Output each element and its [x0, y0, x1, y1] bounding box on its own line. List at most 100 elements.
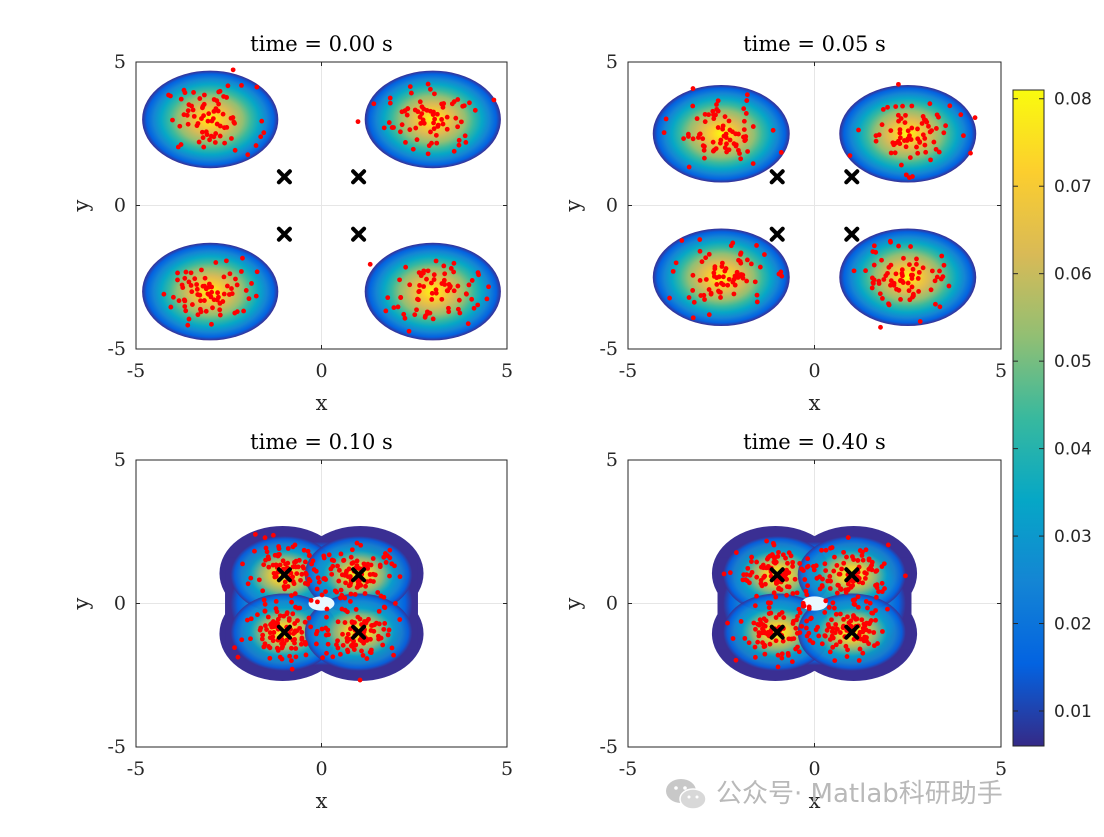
particle-point: [796, 649, 802, 655]
particle-point: [241, 308, 247, 314]
particle-point: [714, 282, 720, 287]
particle-point: [879, 580, 885, 586]
particle-point: [860, 557, 866, 563]
particle-point: [428, 129, 433, 135]
particle-point: [910, 266, 916, 272]
particle-point: [691, 299, 697, 305]
particle-point: [252, 548, 257, 554]
particle-point: [757, 264, 763, 270]
particle-point: [803, 625, 809, 631]
particle-point: [855, 558, 861, 563]
particle-point: [915, 276, 921, 281]
particle-point: [298, 577, 303, 583]
particle-point: [405, 106, 411, 112]
subplot-title: time = 0.00 s: [250, 32, 393, 56]
particle-point: [340, 642, 346, 648]
particle-point: [727, 570, 733, 576]
particle-point: [790, 564, 796, 569]
particle-point: [432, 116, 438, 122]
particle-point: [768, 610, 774, 616]
particle-point: [350, 642, 355, 648]
x-marker: [769, 169, 785, 185]
particle-point: [903, 144, 909, 150]
particle-point: [293, 646, 299, 651]
particle-point: [439, 117, 445, 122]
particle-point: [258, 625, 264, 631]
particle-point: [232, 147, 238, 153]
particle-point: [345, 609, 350, 615]
particle-point: [819, 547, 824, 553]
particle-point: [433, 258, 439, 264]
particle-point: [285, 584, 291, 589]
particle-point: [307, 552, 312, 558]
particle-point: [399, 109, 405, 115]
particle-point: [841, 549, 846, 555]
particle-point: [190, 107, 196, 113]
particle-point: [387, 95, 393, 101]
particle-point: [746, 640, 752, 646]
particle-point: [840, 625, 846, 631]
particle-point: [765, 555, 771, 560]
particle-point: [337, 651, 343, 657]
particle-point: [813, 627, 819, 633]
particle-point: [203, 308, 209, 314]
particle-point: [410, 146, 416, 152]
particle-point: [834, 590, 840, 596]
particle-point: [201, 144, 207, 150]
particle-point: [472, 107, 478, 113]
particle-point: [835, 582, 841, 588]
particle-point: [850, 597, 856, 603]
particle-point: [230, 115, 236, 120]
particle-point: [823, 598, 829, 604]
particle-point: [229, 286, 234, 291]
particle-point: [699, 259, 705, 265]
particle-point: [431, 109, 436, 115]
particle-point: [881, 277, 887, 282]
particle-point: [805, 556, 811, 562]
particle-point: [898, 162, 904, 168]
particle-point: [756, 633, 762, 639]
particle-point: [442, 271, 448, 277]
y-tick-label: 0: [114, 593, 126, 615]
particle-point: [314, 641, 319, 647]
particle-point: [879, 257, 884, 263]
particle-point: [211, 97, 217, 102]
particle-point: [202, 298, 207, 303]
particle-point: [804, 618, 810, 624]
particle-point: [697, 132, 702, 137]
particle-point: [348, 554, 354, 560]
x-marker: [351, 567, 367, 583]
particle-point: [336, 567, 342, 573]
particle-point: [344, 568, 349, 574]
wechat-icon: [666, 779, 707, 810]
particle-point: [248, 636, 253, 642]
particle-point: [234, 282, 240, 288]
particle-point: [295, 618, 300, 624]
particle-point: [786, 653, 791, 658]
particle-point: [703, 277, 709, 282]
particle-point: [277, 613, 283, 619]
colorbar-tick-label: 0.02: [1054, 615, 1092, 635]
particle-point: [226, 292, 232, 297]
particle-point: [937, 304, 943, 310]
particle-point: [726, 276, 732, 282]
particle-point: [914, 256, 919, 262]
particle-point: [238, 269, 244, 274]
particle-point: [444, 114, 450, 120]
particle-point: [733, 657, 739, 663]
particle-point: [829, 617, 834, 623]
particle-point: [879, 589, 885, 595]
particle-point: [362, 591, 368, 596]
particle-point: [324, 614, 329, 620]
colorbar-tick-label: 0.06: [1054, 265, 1092, 285]
particle-point: [441, 277, 447, 283]
particle-point: [928, 287, 934, 293]
particle-point: [369, 623, 374, 628]
particle-point: [170, 117, 175, 123]
particle-point: [216, 101, 222, 107]
particle-point: [752, 279, 758, 285]
particle-point: [208, 133, 214, 139]
particle-point: [768, 600, 773, 606]
particle-point: [776, 549, 781, 555]
particle-point: [899, 267, 905, 273]
